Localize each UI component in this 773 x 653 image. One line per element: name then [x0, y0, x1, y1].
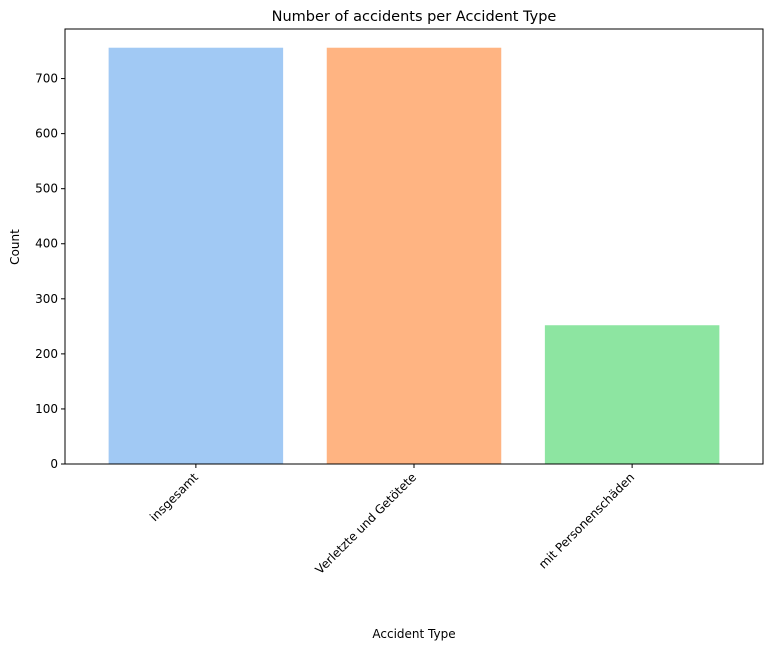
- y-tick-label-4: 400: [35, 237, 58, 251]
- chart-title: Number of accidents per Accident Type: [272, 9, 557, 25]
- x-axis-label: Accident Type: [372, 627, 455, 641]
- x-tick-label-2: mit Personenschäden: [536, 470, 637, 571]
- x-tick-label-0: insgesamt: [147, 470, 201, 524]
- y-tick-label-5: 500: [35, 182, 58, 196]
- y-tick-label-7: 700: [35, 72, 58, 86]
- bar-1: [326, 47, 502, 464]
- y-tick-label-0: 0: [50, 457, 58, 471]
- bar-2: [544, 325, 720, 464]
- x-axis: insgesamt Verletzte und Getötete mit Perso…: [147, 464, 637, 577]
- plot-frame: [64, 28, 764, 465]
- y-tick-label-2: 200: [35, 347, 58, 361]
- y-axis-label: Count: [8, 229, 22, 265]
- y-tick-label-6: 600: [35, 127, 58, 141]
- bar-0: [108, 47, 284, 464]
- y-tick-label-1: 100: [35, 402, 58, 416]
- y-axis: 0 100 200 300 400 500 600 700: [35, 72, 65, 471]
- y-tick-label-3: 300: [35, 292, 58, 306]
- bars-layer: [108, 47, 720, 464]
- x-tick-label-1: Verletzte und Getötete: [313, 470, 420, 577]
